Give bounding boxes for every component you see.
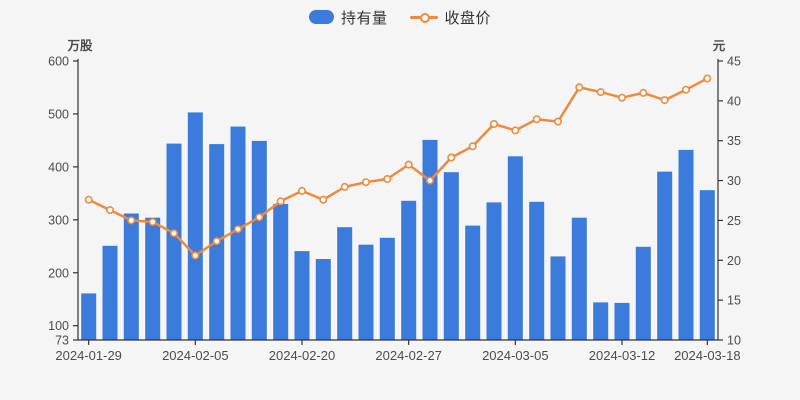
bar-2024-03-11[interactable]	[593, 302, 609, 340]
x-axis-label: 2024-03-05	[482, 348, 549, 363]
left-axis-label: 73	[55, 334, 69, 348]
bar-2024-02-26[interactable]	[379, 237, 395, 340]
x-axis-label: 2024-03-12	[589, 348, 656, 363]
bar-2024-02-05[interactable]	[187, 112, 203, 341]
x-axis-label: 2024-02-05	[162, 348, 229, 363]
line-point-2024-01-31[interactable]	[127, 216, 136, 225]
line-point-2024-03-05[interactable]	[511, 126, 520, 135]
left-axis-label: 100	[48, 319, 69, 333]
line-point-2024-03-04[interactable]	[489, 120, 498, 129]
line-point-2024-03-15[interactable]	[681, 85, 690, 94]
line-point-2024-02-07[interactable]	[234, 225, 243, 234]
right-axis-label: 15	[727, 294, 741, 308]
line-point-2024-03-13[interactable]	[639, 88, 648, 97]
bar-2024-03-01[interactable]	[465, 225, 481, 340]
line-point-2024-02-19[interactable]	[276, 197, 285, 206]
left-axis-label: 600	[48, 55, 69, 69]
bar-2024-03-12[interactable]	[614, 302, 630, 340]
right-axis-label: 35	[727, 134, 741, 148]
bar-2024-02-02[interactable]	[166, 143, 182, 340]
bar-2024-02-22[interactable]	[337, 227, 353, 340]
left-axis-title: 万股	[66, 38, 93, 53]
line-point-2024-02-29[interactable]	[447, 153, 456, 162]
left-axis-label: 300	[48, 213, 69, 227]
line-point-2024-01-30[interactable]	[106, 206, 115, 215]
bar-2024-01-31[interactable]	[123, 213, 139, 341]
right-axis-label: 40	[727, 94, 741, 108]
line-point-2024-01-29[interactable]	[84, 195, 93, 204]
bar-series-swatch-icon	[308, 10, 334, 24]
line-point-2024-03-11[interactable]	[596, 88, 605, 97]
bar-2024-03-06[interactable]	[529, 201, 545, 340]
bar-2024-02-29[interactable]	[443, 172, 459, 340]
bar-2024-03-14[interactable]	[657, 171, 673, 340]
left-axis-label: 200	[48, 266, 69, 280]
bar-2024-02-01[interactable]	[145, 217, 161, 340]
line-point-2024-02-05[interactable]	[191, 251, 200, 260]
bar-2024-02-08[interactable]	[251, 140, 267, 340]
line-point-2024-02-01[interactable]	[148, 218, 157, 227]
line-point-2024-02-08[interactable]	[255, 213, 264, 222]
chart-legend: 持有量 收盘价	[0, 6, 800, 28]
bar-2024-02-21[interactable]	[315, 259, 331, 340]
line-point-2024-02-21[interactable]	[319, 195, 328, 204]
x-axis-label: 2024-01-29	[55, 348, 122, 363]
line-point-2024-03-14[interactable]	[660, 96, 669, 105]
bar-2024-03-13[interactable]	[635, 246, 651, 340]
bar-2024-03-15[interactable]	[678, 149, 694, 340]
bar-2024-02-23[interactable]	[358, 244, 374, 340]
line-point-2024-03-06[interactable]	[532, 115, 541, 124]
right-axis-label: 45	[727, 55, 741, 69]
line-point-2024-02-23[interactable]	[361, 178, 370, 187]
right-axis-label: 30	[727, 174, 741, 188]
bar-2024-02-28[interactable]	[422, 139, 438, 340]
bar-2024-03-08[interactable]	[571, 217, 587, 340]
line-point-2024-03-07[interactable]	[553, 117, 562, 126]
bar-2024-03-05[interactable]	[507, 156, 523, 340]
legend-label-close-price: 收盘价	[444, 9, 492, 27]
line-point-2024-02-26[interactable]	[383, 175, 392, 184]
line-point-2024-02-27[interactable]	[404, 160, 413, 169]
bar-2024-01-30[interactable]	[102, 245, 118, 340]
line-point-2024-02-28[interactable]	[425, 176, 434, 185]
legend-label-holdings: 持有量	[340, 9, 388, 27]
bar-2024-03-04[interactable]	[486, 202, 502, 340]
line-point-2024-03-08[interactable]	[575, 83, 584, 92]
line-point-2024-02-20[interactable]	[297, 186, 306, 195]
bar-2024-01-29[interactable]	[81, 293, 97, 340]
bar-2024-02-07[interactable]	[230, 126, 246, 340]
right-axis-label: 20	[727, 254, 741, 268]
line-point-2024-02-22[interactable]	[340, 182, 349, 191]
bar-2024-02-20[interactable]	[294, 251, 310, 340]
line-point-2024-03-18[interactable]	[703, 74, 712, 83]
bar-2024-02-19[interactable]	[273, 203, 289, 340]
x-axis-label: 2024-02-20	[269, 348, 336, 363]
line-point-2024-03-12[interactable]	[617, 93, 626, 102]
line-series-swatch-icon	[409, 10, 438, 24]
bar-2024-03-07[interactable]	[550, 256, 566, 340]
right-axis-title: 元	[713, 39, 726, 53]
right-axis-label: 25	[727, 214, 741, 228]
left-axis-label: 400	[48, 160, 69, 174]
bar-2024-03-18[interactable]	[699, 190, 715, 340]
right-axis-label: 10	[727, 334, 741, 348]
bar-2024-02-27[interactable]	[401, 200, 417, 340]
x-axis-label: 2024-02-27	[375, 348, 442, 363]
x-axis-label: 2024-03-18	[674, 348, 741, 363]
left-axis-label: 500	[48, 107, 69, 121]
legend-item-holdings[interactable]: 持有量	[308, 7, 388, 28]
legend-item-close-price[interactable]: 收盘价	[409, 7, 492, 28]
line-point-2024-03-01[interactable]	[468, 142, 477, 151]
line-point-2024-02-06[interactable]	[212, 237, 221, 246]
line-point-2024-02-02[interactable]	[170, 229, 179, 238]
